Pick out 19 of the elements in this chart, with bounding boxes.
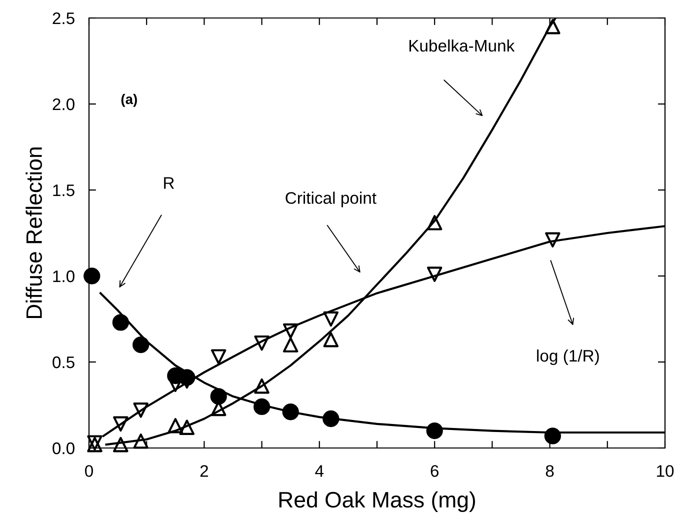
x-tick-label: 8 [546, 465, 554, 477]
x-axis-title: Red Oak Mass (mg) [279, 491, 476, 512]
y-tick-label: 1.5 [53, 184, 74, 196]
y-tick-label: 2.0 [52, 98, 74, 110]
annotation: (a) [121, 94, 137, 107]
x-tick-label: 4 [315, 465, 324, 477]
annotation: log (1/R) [537, 349, 599, 366]
y-tick-label: 0.0 [52, 442, 74, 454]
x-tick-label: 0 [85, 465, 93, 477]
annotation: R [164, 177, 174, 189]
x-tick-label: 6 [430, 465, 438, 477]
annotation: Critical point [286, 192, 376, 208]
y-axis-title: Diffuse Reflection [26, 148, 42, 318]
x-tick-label: 2 [200, 465, 208, 477]
y-tick-label: 0.5 [52, 356, 74, 368]
y-tick-label: 1.0 [53, 270, 74, 282]
x-tick-label: 10 [657, 465, 674, 477]
y-tick-label: 2.5 [52, 12, 74, 24]
annotation: Kubelka-Munk [409, 39, 515, 52]
